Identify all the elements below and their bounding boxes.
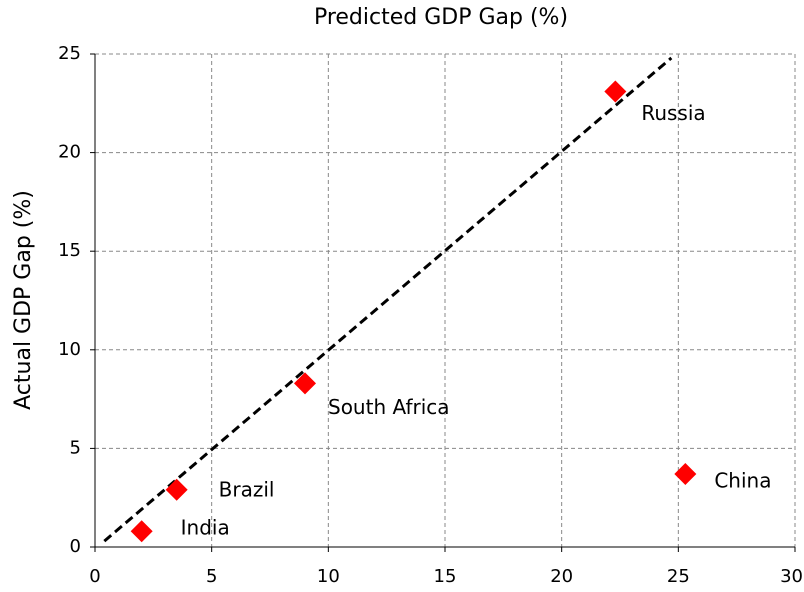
point bbox=[294, 372, 316, 395]
point bbox=[130, 520, 153, 543]
y-tick-label: 10 bbox=[58, 339, 81, 360]
x-tick-label: 5 bbox=[206, 566, 217, 587]
y-tick-label: 20 bbox=[58, 142, 81, 163]
point bbox=[674, 463, 697, 486]
point-label: Brazil bbox=[219, 477, 275, 501]
y-tick-label: 5 bbox=[70, 437, 81, 458]
y-axis-label: Actual GDP Gap (%) bbox=[11, 190, 36, 410]
chart-title: Predicted GDP Gap (%) bbox=[314, 5, 568, 30]
point-label: South Africa bbox=[328, 395, 450, 419]
y-tick-label: 0 bbox=[70, 536, 81, 557]
point-label: Russia bbox=[641, 101, 705, 125]
x-tick-label: 0 bbox=[89, 566, 100, 587]
point-label: India bbox=[181, 516, 230, 540]
x-tick-label: 15 bbox=[434, 566, 457, 587]
point bbox=[604, 80, 627, 103]
fit-line bbox=[103, 56, 673, 543]
y-tick-label: 25 bbox=[58, 43, 81, 64]
x-tick-label: 20 bbox=[550, 566, 573, 587]
x-tick-label: 10 bbox=[317, 566, 340, 587]
point-label: China bbox=[714, 469, 771, 493]
point bbox=[165, 478, 188, 501]
y-tick-label: 15 bbox=[58, 240, 81, 261]
x-tick-label: 25 bbox=[667, 566, 690, 587]
x-tick-label: 30 bbox=[780, 566, 803, 587]
